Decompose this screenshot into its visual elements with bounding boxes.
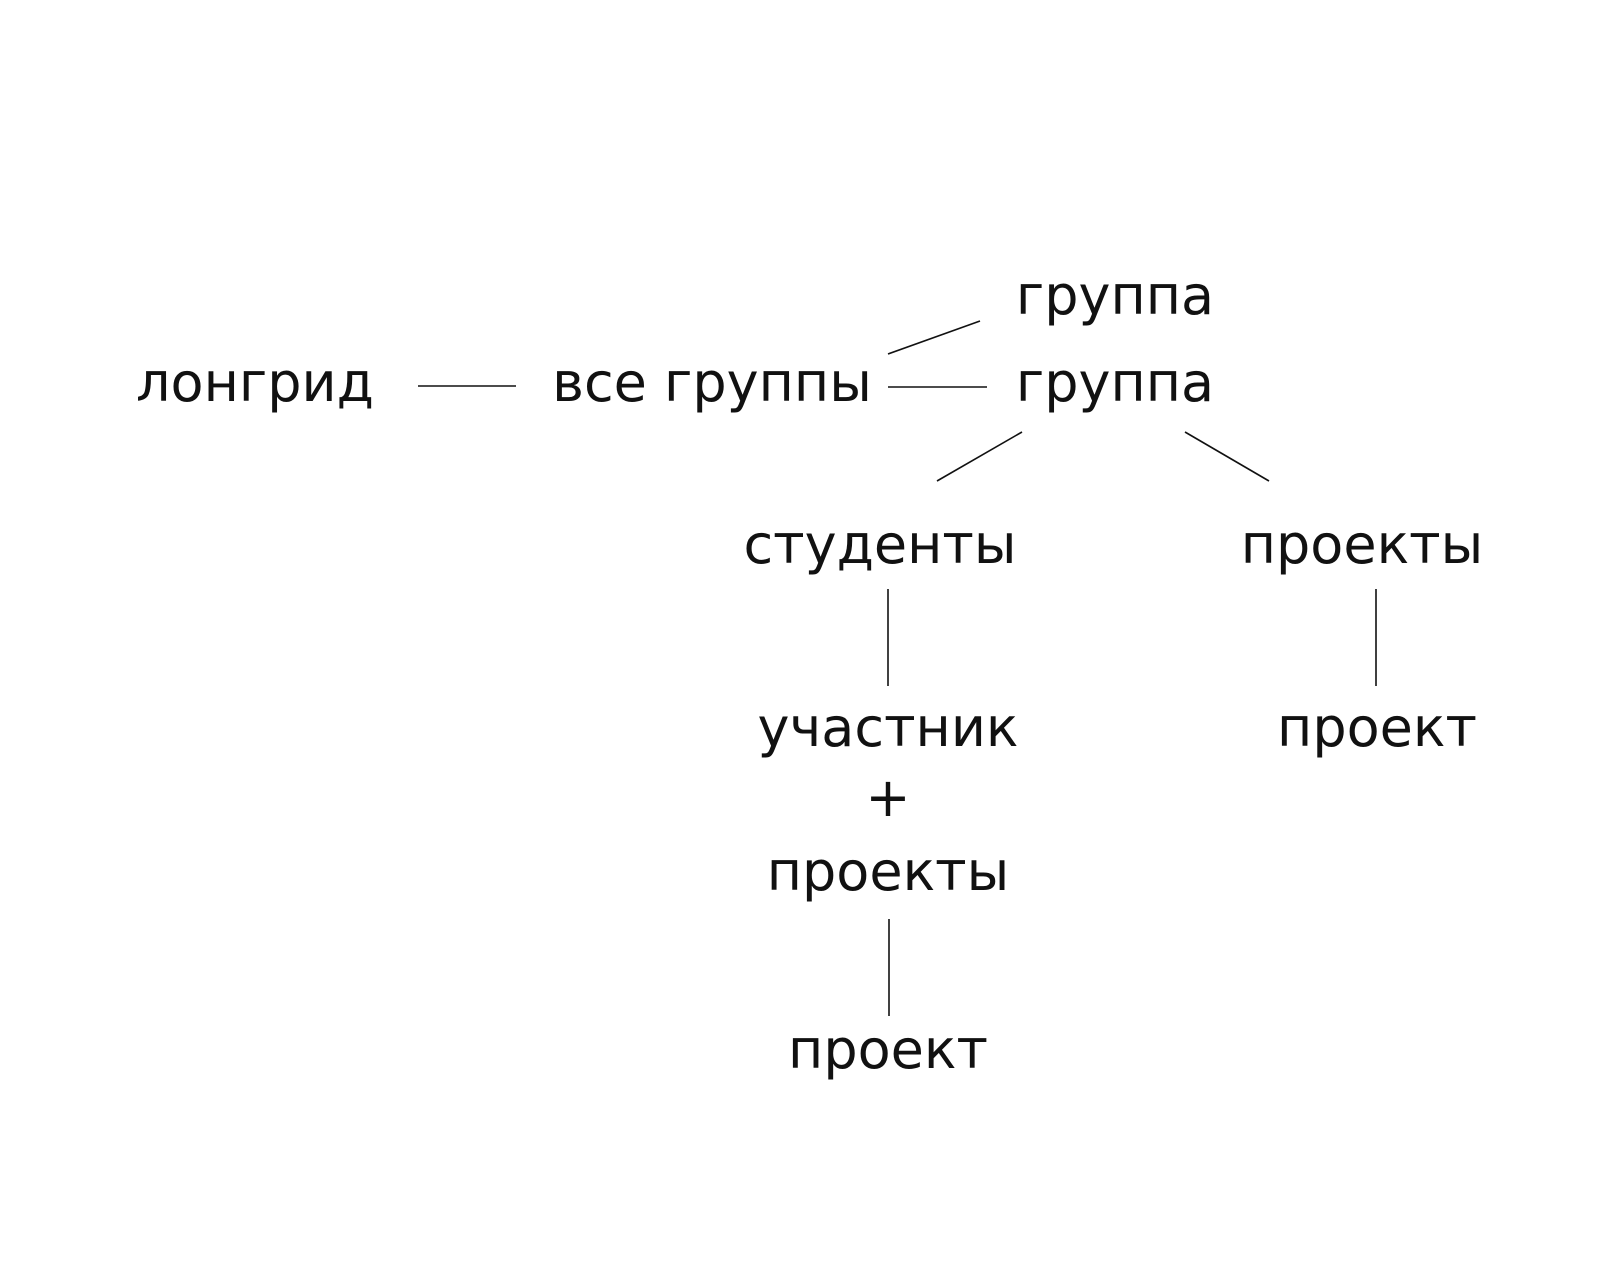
node-group-2: группа bbox=[1015, 351, 1215, 414]
edge-group-2-projects bbox=[1184, 431, 1270, 482]
node-projects-right: проекты bbox=[1240, 513, 1484, 576]
node-group-1: группа bbox=[1015, 264, 1215, 327]
node-students: студенты bbox=[743, 513, 1017, 576]
node-longread: лонгрид bbox=[136, 351, 374, 414]
node-participant-projects: проекты bbox=[766, 840, 1010, 903]
edge-group-2-students bbox=[936, 431, 1023, 482]
edge-all-groups-group-1 bbox=[887, 320, 981, 355]
node-project-left: проект bbox=[788, 1018, 988, 1081]
node-participant: участник bbox=[757, 696, 1019, 759]
node-plus: + bbox=[865, 766, 911, 829]
node-project-right: проект bbox=[1277, 696, 1477, 759]
node-all-groups: все группы bbox=[552, 351, 872, 414]
